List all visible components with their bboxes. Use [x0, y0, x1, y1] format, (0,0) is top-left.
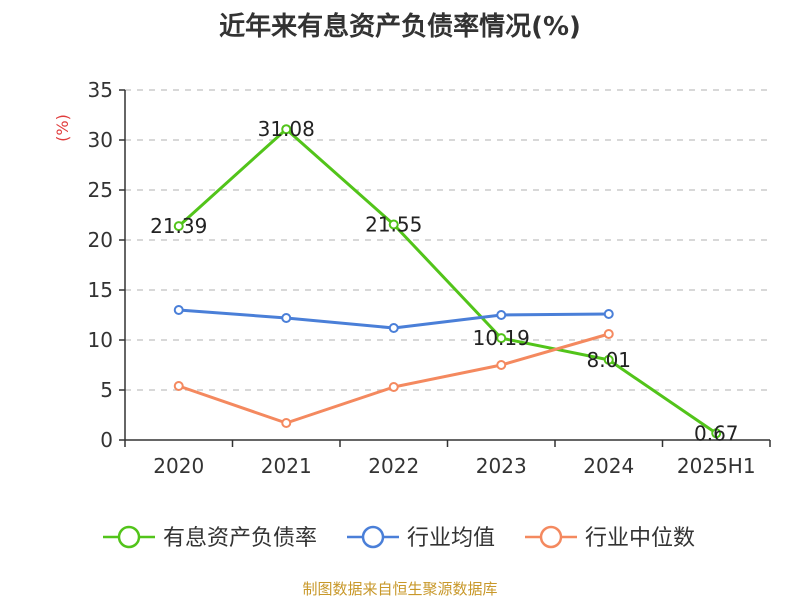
data-point: [711, 428, 722, 439]
data-point: [496, 333, 507, 344]
data-label: 8.01: [586, 348, 631, 372]
data-point: [603, 329, 614, 339]
legend-marker: [361, 525, 385, 549]
chart-title: 近年来有息资产负债率情况(%): [219, 12, 581, 42]
data-label: 31.08: [258, 117, 315, 141]
data-point: [388, 219, 399, 230]
data-label: 0.67: [694, 421, 739, 445]
data-source-footer: 制图数据来自恒生聚源数据库: [302, 580, 498, 598]
x-tick-label: 2025H1: [677, 454, 756, 478]
x-tick-label: 2024: [583, 454, 634, 478]
y-tick-label: 10: [88, 328, 113, 352]
legend-label: 行业均值: [407, 526, 495, 551]
data-label: 21.39: [150, 214, 207, 238]
x-tick-label: 2020: [153, 454, 204, 478]
y-tick-label: 30: [88, 128, 113, 152]
x-tick-label: 2023: [476, 454, 527, 478]
y-tick-label: 15: [88, 278, 113, 302]
legend-label: 行业中位数: [585, 526, 695, 551]
data-point: [388, 323, 399, 333]
data-point: [173, 221, 184, 232]
data-point: [173, 305, 184, 315]
data-point: [603, 309, 614, 319]
data-point: [281, 124, 292, 135]
data-point: [496, 310, 507, 320]
y-tick-label: 25: [88, 178, 113, 202]
data-point: [281, 313, 292, 323]
y-axis-label: (%): [53, 114, 72, 142]
data-label: 10.19: [473, 326, 530, 350]
data-point: [173, 381, 184, 391]
y-tick-label: 5: [100, 378, 113, 402]
series-line: [177, 127, 718, 435]
x-tick-label: 2021: [261, 454, 312, 478]
legend-marker: [539, 525, 563, 549]
y-tick-label: 20: [88, 228, 113, 252]
data-label: 21.55: [365, 213, 422, 237]
data-point: [496, 360, 507, 370]
x-tick-label: 2022: [368, 454, 419, 478]
legend-marker: [117, 525, 141, 549]
legend-label: 有息资产负债率: [163, 526, 317, 551]
y-tick-label: 0: [100, 428, 113, 452]
y-tick-label: 35: [88, 78, 113, 102]
data-point: [281, 418, 292, 428]
data-point: [603, 354, 614, 365]
data-point: [388, 382, 399, 392]
